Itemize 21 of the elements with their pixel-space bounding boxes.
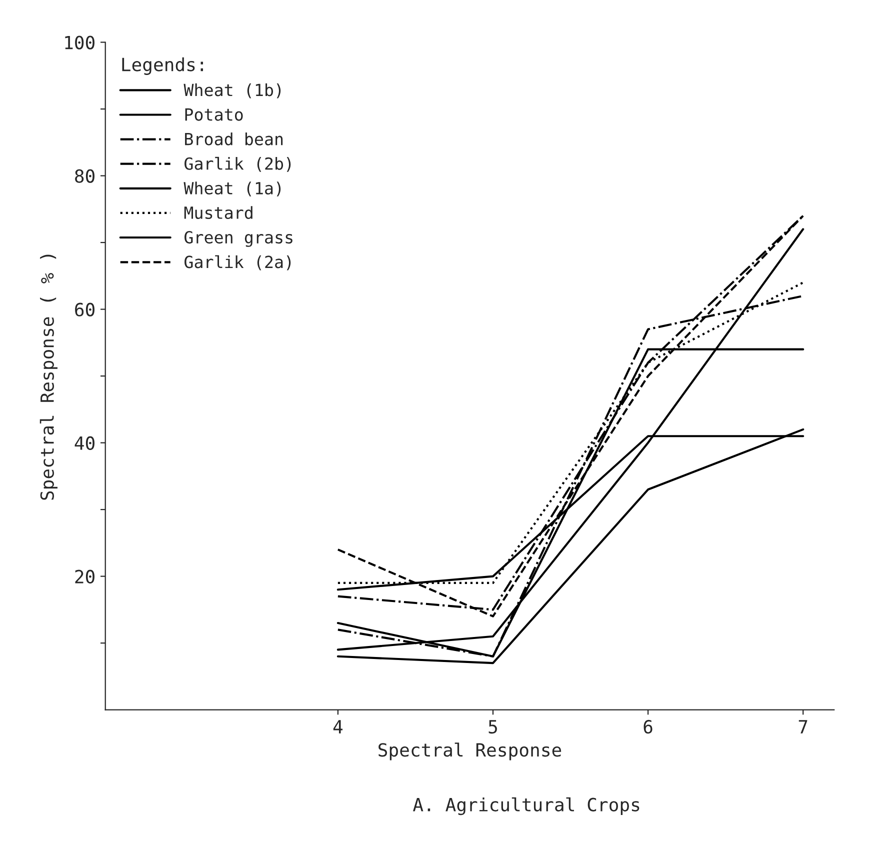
legend-title: Legends: bbox=[122, 57, 203, 75]
y-axis-title: Spectral Response ( % ) bbox=[40, 254, 58, 500]
legend-label: Wheat (1a) bbox=[184, 182, 281, 196]
legend-label: Mustard bbox=[184, 206, 252, 220]
legend-label: Garlik (2a) bbox=[184, 255, 291, 270]
y-tick-label: 60 bbox=[75, 302, 94, 316]
legend-label: Garlik (2b) bbox=[184, 156, 291, 172]
x-tick-label: 5 bbox=[488, 720, 497, 734]
text: A. Agricultural Crops bbox=[412, 797, 640, 816]
legend-label: Wheat (1b) bbox=[184, 83, 281, 98]
legend-label: Broad bean bbox=[185, 132, 283, 146]
x-tick-label: 6 bbox=[644, 720, 652, 734]
x-axis-title: Spectral Response bbox=[378, 742, 562, 760]
y-tick-label: 20 bbox=[75, 570, 94, 584]
y-tick-label: 100 bbox=[65, 36, 94, 50]
legend-label: Potato bbox=[185, 108, 243, 121]
y-tick-label: 40 bbox=[74, 436, 94, 450]
x-tick-label: 7 bbox=[798, 720, 808, 734]
legend-label: Green grass bbox=[184, 230, 292, 247]
x-tick-label: 4 bbox=[333, 720, 343, 734]
y-tick-label: 80 bbox=[75, 169, 94, 183]
